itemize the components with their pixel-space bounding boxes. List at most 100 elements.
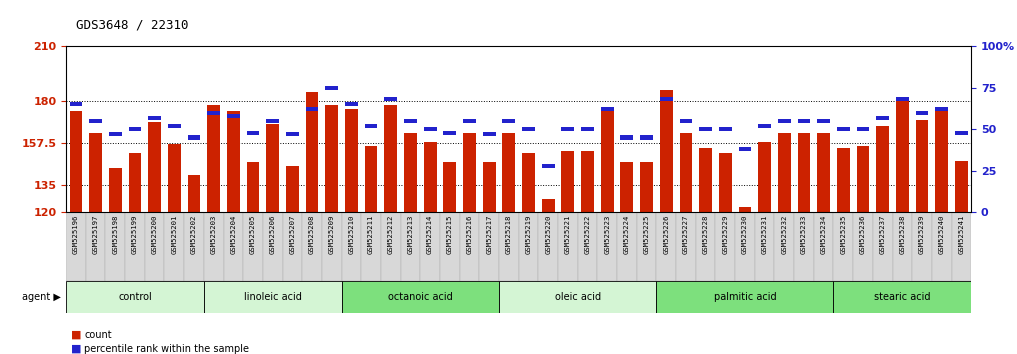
Bar <box>679 119 693 123</box>
Bar <box>404 133 417 212</box>
Bar <box>499 212 519 281</box>
Bar <box>243 212 262 281</box>
Bar <box>738 147 752 151</box>
Bar <box>522 153 535 212</box>
Text: GSM525213: GSM525213 <box>408 215 414 254</box>
Bar <box>873 212 893 281</box>
Text: GSM525231: GSM525231 <box>762 215 768 254</box>
Text: GSM525220: GSM525220 <box>545 215 551 254</box>
Bar <box>719 153 731 212</box>
Text: ■: ■ <box>71 344 81 354</box>
Text: GSM525198: GSM525198 <box>112 215 118 254</box>
Bar <box>818 133 830 212</box>
Bar <box>578 212 597 281</box>
Bar <box>420 212 440 281</box>
Text: GSM525236: GSM525236 <box>860 215 866 254</box>
Text: GSM525219: GSM525219 <box>526 215 532 254</box>
Bar <box>700 127 712 131</box>
Bar <box>184 212 203 281</box>
Bar <box>561 127 575 131</box>
Bar <box>342 281 499 313</box>
Bar <box>247 162 259 212</box>
Bar <box>640 136 653 139</box>
Bar <box>502 133 516 212</box>
Bar <box>286 166 299 212</box>
Bar <box>479 212 499 281</box>
Bar <box>617 212 637 281</box>
Bar <box>735 212 755 281</box>
Bar <box>759 142 771 212</box>
Text: GSM525197: GSM525197 <box>93 215 99 254</box>
Bar <box>778 119 790 123</box>
Bar <box>66 212 85 281</box>
Text: stearic acid: stearic acid <box>875 292 931 302</box>
Bar <box>247 131 259 135</box>
Bar <box>581 127 594 131</box>
Bar <box>561 152 575 212</box>
Bar <box>912 212 932 281</box>
Bar <box>207 110 220 115</box>
Bar <box>797 119 811 123</box>
Bar <box>322 212 342 281</box>
Bar <box>499 281 656 313</box>
Bar <box>955 131 968 135</box>
Bar <box>69 102 82 106</box>
Bar <box>932 212 952 281</box>
Text: oleic acid: oleic acid <box>554 292 601 302</box>
Bar <box>522 127 535 131</box>
Bar <box>837 148 850 212</box>
Bar <box>144 212 165 281</box>
Text: percentile rank within the sample: percentile rank within the sample <box>84 344 249 354</box>
Bar <box>877 126 889 212</box>
Text: GSM525240: GSM525240 <box>939 215 945 254</box>
Bar <box>365 124 377 128</box>
Bar <box>936 109 948 212</box>
Bar <box>775 212 794 281</box>
Text: GSM525210: GSM525210 <box>349 215 354 254</box>
Text: GSM525232: GSM525232 <box>781 215 787 254</box>
Bar <box>345 102 358 106</box>
Text: control: control <box>118 292 152 302</box>
Text: GSM525241: GSM525241 <box>958 215 964 254</box>
Bar <box>794 212 814 281</box>
Text: ■: ■ <box>71 330 81 339</box>
Bar <box>361 212 381 281</box>
Bar <box>424 127 436 131</box>
Bar <box>542 164 554 168</box>
Bar <box>896 97 909 101</box>
Bar <box>778 133 790 212</box>
Text: GSM525227: GSM525227 <box>683 215 689 254</box>
Bar <box>89 119 102 123</box>
Bar <box>168 144 181 212</box>
Text: octanoic acid: octanoic acid <box>387 292 453 302</box>
Bar <box>715 212 735 281</box>
Bar <box>381 212 401 281</box>
Bar <box>700 148 712 212</box>
Bar <box>679 133 693 212</box>
Bar <box>443 162 457 212</box>
Bar <box>755 212 775 281</box>
Bar <box>538 212 558 281</box>
Text: GSM525226: GSM525226 <box>663 215 669 254</box>
Bar <box>148 115 161 120</box>
Bar <box>660 90 672 212</box>
Text: GSM525239: GSM525239 <box>919 215 925 254</box>
Bar <box>384 97 398 101</box>
Bar <box>640 162 653 212</box>
Bar <box>203 212 224 281</box>
Bar <box>165 212 184 281</box>
Bar <box>227 111 240 212</box>
Text: GSM525238: GSM525238 <box>899 215 905 254</box>
Text: GSM525217: GSM525217 <box>486 215 492 254</box>
Text: linoleic acid: linoleic acid <box>244 292 302 302</box>
Bar <box>69 111 82 212</box>
Bar <box>837 127 850 131</box>
Text: GSM525224: GSM525224 <box>623 215 630 254</box>
Bar <box>227 114 240 118</box>
Bar <box>877 115 889 120</box>
Bar <box>302 212 322 281</box>
Bar <box>266 124 279 212</box>
Text: GSM525196: GSM525196 <box>73 215 79 254</box>
Text: GSM525207: GSM525207 <box>290 215 295 254</box>
Bar <box>896 98 909 212</box>
